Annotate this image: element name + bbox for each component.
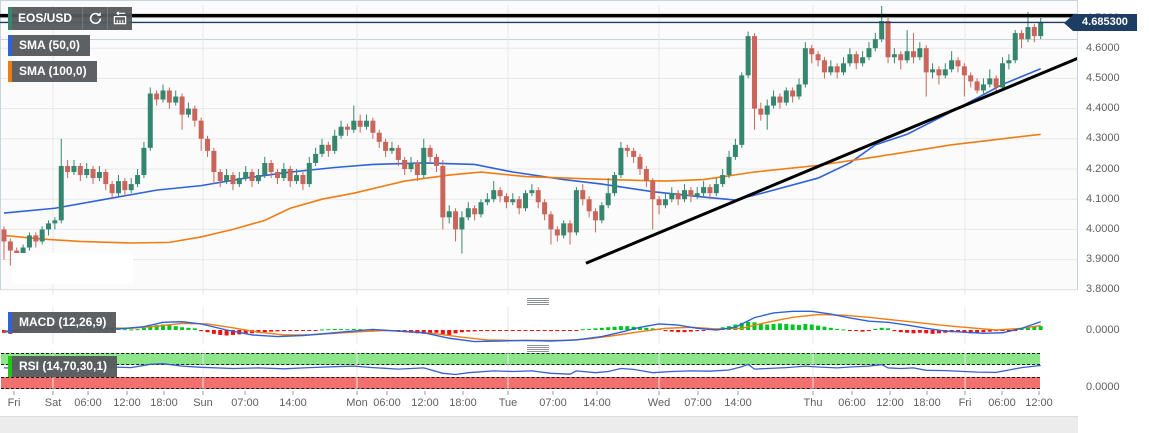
- ruler-icon: [113, 11, 127, 25]
- macd-plot: [2, 307, 1043, 344]
- time-axis-label: 06:00: [74, 397, 102, 409]
- time-axis-label: 18:00: [449, 397, 477, 409]
- sma100-legend: SMA (100,0): [8, 61, 97, 82]
- time-axis-label: Sat: [44, 397, 62, 409]
- price-axis-label: 4.0000: [1086, 222, 1120, 235]
- macd-legend: MACD (12,26,9): [8, 312, 117, 333]
- time-axis-label: 14:00: [583, 397, 611, 409]
- panel-resize-handle-rsi[interactable]: [527, 345, 549, 352]
- price-axis-label: 4.6000: [1086, 41, 1120, 54]
- price-axis-label: 4.2000: [1086, 162, 1120, 175]
- current-price-value: 4.685300: [1073, 14, 1137, 31]
- time-axis-label: 12:00: [1025, 397, 1053, 409]
- rsi-panel[interactable]: [0, 0, 1078, 40]
- price-axis[interactable]: 4.70004.60004.50004.40004.30004.20004.10…: [1078, 0, 1149, 415]
- price-axis-label: 3.8000: [1086, 283, 1120, 296]
- macd-legend-label: MACD (12,26,9): [19, 315, 107, 329]
- sma50-legend-label: SMA (50,0): [19, 38, 80, 52]
- price-axis-label: 3.9000: [1086, 253, 1120, 266]
- time-axis-label: 12:00: [113, 397, 141, 409]
- symbol-label: EOS/USD: [18, 11, 73, 25]
- time-axis-label: 07:00: [231, 397, 259, 409]
- price-axis-label: 4.1000: [1086, 192, 1120, 205]
- time-axis-label: Thu: [803, 397, 823, 409]
- refresh-button[interactable]: [82, 7, 107, 30]
- time-axis-label: 14:00: [279, 397, 307, 409]
- time-axis-label: 14:00: [724, 397, 752, 409]
- time-axis-label: Fri: [958, 397, 972, 409]
- price-axis-label: 4.4000: [1086, 102, 1120, 115]
- rsi-legend-label: RSI (14,70,30,1): [19, 359, 108, 373]
- time-axis-label: 07:00: [539, 397, 567, 409]
- macd-axis-zero-label: 0.0000: [1086, 324, 1120, 336]
- time-axis-label: 18:00: [913, 397, 941, 409]
- time-axis-label: 06:00: [988, 397, 1016, 409]
- symbol-toolbar: EOS/USD: [8, 7, 133, 30]
- time-axis-label: 18:00: [150, 397, 178, 409]
- watermark-box: [12, 253, 133, 284]
- time-axis-label: Fri: [7, 397, 21, 409]
- rsi-axis-zero-label: 0.0000: [1086, 381, 1120, 393]
- time-axis-label: 06:00: [373, 397, 401, 409]
- price-tag-arrow-icon: [1064, 14, 1073, 31]
- sma100-legend-label: SMA (100,0): [19, 64, 87, 78]
- rsi-oversold-band: [1, 377, 1040, 389]
- rsi-plot: [3, 351, 1041, 391]
- time-axis-label: Sun: [193, 397, 213, 409]
- time-axis-label: 12:00: [876, 397, 904, 409]
- time-axis-label: 12:00: [411, 397, 439, 409]
- price-axis-label: 4.3000: [1086, 132, 1120, 145]
- time-axis-label: Mon: [346, 397, 368, 409]
- rsi-overbought-band: [1, 353, 1040, 365]
- time-axis[interactable]: Fri Sat 06:00 12:00 18:00 Sun 07:00 14:00 Mon 06:…: [0, 394, 1078, 414]
- time-axis-label: Tue: [498, 397, 518, 409]
- measure-button[interactable]: [107, 7, 132, 30]
- current-price-tag: 4.685300: [1064, 14, 1137, 31]
- panel-resize-handle-macd[interactable]: [527, 298, 549, 305]
- rsi-legend: RSI (14,70,30,1): [8, 356, 118, 377]
- time-axis-label: 06:00: [838, 397, 866, 409]
- price-plot: [1, 5, 1077, 295]
- price-axis-label: 4.5000: [1086, 71, 1120, 84]
- refresh-icon: [89, 12, 101, 25]
- bottom-strip: [0, 416, 1078, 433]
- time-axis-label: Wed: [647, 397, 671, 409]
- sma50-legend: SMA (50,0): [8, 35, 90, 56]
- time-axis-label: 07:00: [684, 397, 712, 409]
